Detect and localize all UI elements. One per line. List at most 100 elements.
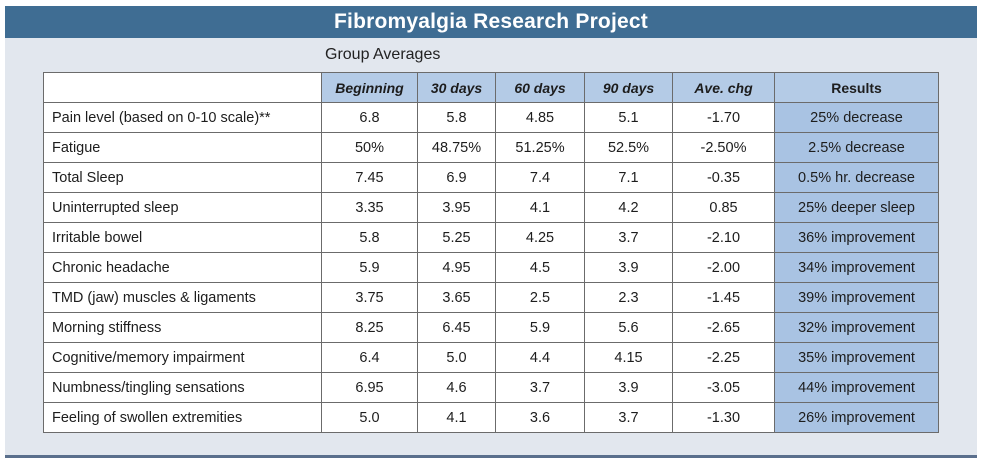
day60-value: 3.7 [495, 372, 585, 403]
beginning-value: 6.95 [321, 372, 418, 403]
average-change-value: -2.25 [672, 342, 775, 373]
day60-value: 51.25% [495, 132, 585, 163]
day30-value: 6.45 [417, 312, 496, 343]
row-label: Fatigue [43, 132, 322, 163]
beginning-value: 8.25 [321, 312, 418, 343]
column-header: Results [774, 72, 939, 103]
row-label: Pain level (based on 0-10 scale)** [43, 102, 322, 133]
day90-value: 3.9 [584, 372, 673, 403]
table-subtitle: Group Averages [325, 46, 441, 63]
row-label: Total Sleep [43, 162, 322, 193]
row-label: TMD (jaw) muscles & ligaments [43, 282, 322, 313]
column-header: 30 days [417, 72, 496, 103]
average-change-value: -2.00 [672, 252, 775, 283]
result-value: 25% decrease [774, 102, 939, 133]
day90-value: 3.9 [584, 252, 673, 283]
day60-value: 7.4 [495, 162, 585, 193]
table-row: Chronic headache 5.9 4.95 4.5 3.9 -2.00 34% im… [43, 252, 939, 283]
beginning-value: 3.35 [321, 192, 418, 223]
table-row: Total Sleep 7.45 6.9 7.4 7.1 -0.35 0.5% hr. de… [43, 162, 939, 193]
result-value: 44% improvement [774, 372, 939, 403]
row-label: Cognitive/memory impairment [43, 342, 322, 373]
beginning-value: 50% [321, 132, 418, 163]
day60-value: 4.25 [495, 222, 585, 253]
average-change-value: -2.50% [672, 132, 775, 163]
beginning-value: 5.8 [321, 222, 418, 253]
day90-value: 5.1 [584, 102, 673, 133]
beginning-value: 6.8 [321, 102, 418, 133]
day30-value: 5.25 [417, 222, 496, 253]
average-change-value: -3.05 [672, 372, 775, 403]
table-row: TMD (jaw) muscles & ligaments 3.75 3.65 2.5… [43, 282, 939, 313]
average-change-value: 0.85 [672, 192, 775, 223]
day30-value: 4.95 [417, 252, 496, 283]
result-value: 0.5% hr. decrease [774, 162, 939, 193]
day30-value: 5.0 [417, 342, 496, 373]
day30-value: 48.75% [417, 132, 496, 163]
day90-value: 3.7 [584, 402, 673, 433]
table-row: Cognitive/memory impairment 6.4 5.0 4.4 4.15… [43, 342, 939, 373]
row-label: Morning stiffness [43, 312, 322, 343]
day90-value: 2.3 [584, 282, 673, 313]
row-label: Feeling of swollen extremities [43, 402, 322, 433]
table-row: Numbness/tingling sensations 6.95 4.6 3.7 3.… [43, 372, 939, 403]
table-row: Irritable bowel 5.8 5.25 4.25 3.7 -2.10 36% im… [43, 222, 939, 253]
day30-value: 4.6 [417, 372, 496, 403]
result-value: 25% deeper sleep [774, 192, 939, 223]
day30-value: 4.1 [417, 402, 496, 433]
result-value: 26% improvement [774, 402, 939, 433]
table-row: Feeling of swollen extremities 5.0 4.1 3.6 3… [43, 402, 939, 433]
beginning-value: 3.75 [321, 282, 418, 313]
table-row: Morning stiffness 8.25 6.45 5.9 5.6 -2.65 32% … [43, 312, 939, 343]
result-value: 34% improvement [774, 252, 939, 283]
header-row: Beginning 30 days 60 days 90 days Ave. c… [43, 72, 939, 103]
day90-value: 7.1 [584, 162, 673, 193]
day30-value: 5.8 [417, 102, 496, 133]
day90-value: 4.2 [584, 192, 673, 223]
column-header: Beginning [321, 72, 418, 103]
day30-value: 3.65 [417, 282, 496, 313]
column-header: Ave. chg [672, 72, 775, 103]
row-label: Uninterrupted sleep [43, 192, 322, 223]
result-value: 2.5% decrease [774, 132, 939, 163]
table-body: Pain level (based on 0-10 scale)** 6.8 5.8… [43, 102, 939, 433]
table-row: Fatigue 50% 48.75% 51.25% 52.5% -2.50% 2.5% de… [43, 132, 939, 163]
column-header: 90 days [584, 72, 673, 103]
average-change-value: -2.10 [672, 222, 775, 253]
day30-value: 6.9 [417, 162, 496, 193]
result-value: 36% improvement [774, 222, 939, 253]
day60-value: 4.1 [495, 192, 585, 223]
table-row: Uninterrupted sleep 3.35 3.95 4.1 4.2 0.85 25%… [43, 192, 939, 223]
day60-value: 2.5 [495, 282, 585, 313]
header-blank-cell [43, 72, 322, 103]
day60-value: 4.85 [495, 102, 585, 133]
day90-value: 3.7 [584, 222, 673, 253]
day90-value: 5.6 [584, 312, 673, 343]
average-change-value: -2.65 [672, 312, 775, 343]
beginning-value: 6.4 [321, 342, 418, 373]
result-value: 32% improvement [774, 312, 939, 343]
row-label: Numbness/tingling sensations [43, 372, 322, 403]
day30-value: 3.95 [417, 192, 496, 223]
result-value: 35% improvement [774, 342, 939, 373]
beginning-value: 5.9 [321, 252, 418, 283]
result-value: 39% improvement [774, 282, 939, 313]
day90-value: 52.5% [584, 132, 673, 163]
beginning-value: 5.0 [321, 402, 418, 433]
average-change-value: -1.70 [672, 102, 775, 133]
day60-value: 4.5 [495, 252, 585, 283]
page-title: Fibromyalgia Research Project [5, 6, 977, 38]
day90-value: 4.15 [584, 342, 673, 373]
average-change-value: -1.45 [672, 282, 775, 313]
day60-value: 4.4 [495, 342, 585, 373]
day60-value: 5.9 [495, 312, 585, 343]
average-change-value: -1.30 [672, 402, 775, 433]
table-row: Pain level (based on 0-10 scale)** 6.8 5.8… [43, 102, 939, 133]
row-label: Irritable bowel [43, 222, 322, 253]
beginning-value: 7.45 [321, 162, 418, 193]
results-table: Beginning 30 days 60 days 90 days Ave. c… [43, 72, 939, 433]
average-change-value: -0.35 [672, 162, 775, 193]
row-label: Chronic headache [43, 252, 322, 283]
day60-value: 3.6 [495, 402, 585, 433]
column-header: 60 days [495, 72, 585, 103]
